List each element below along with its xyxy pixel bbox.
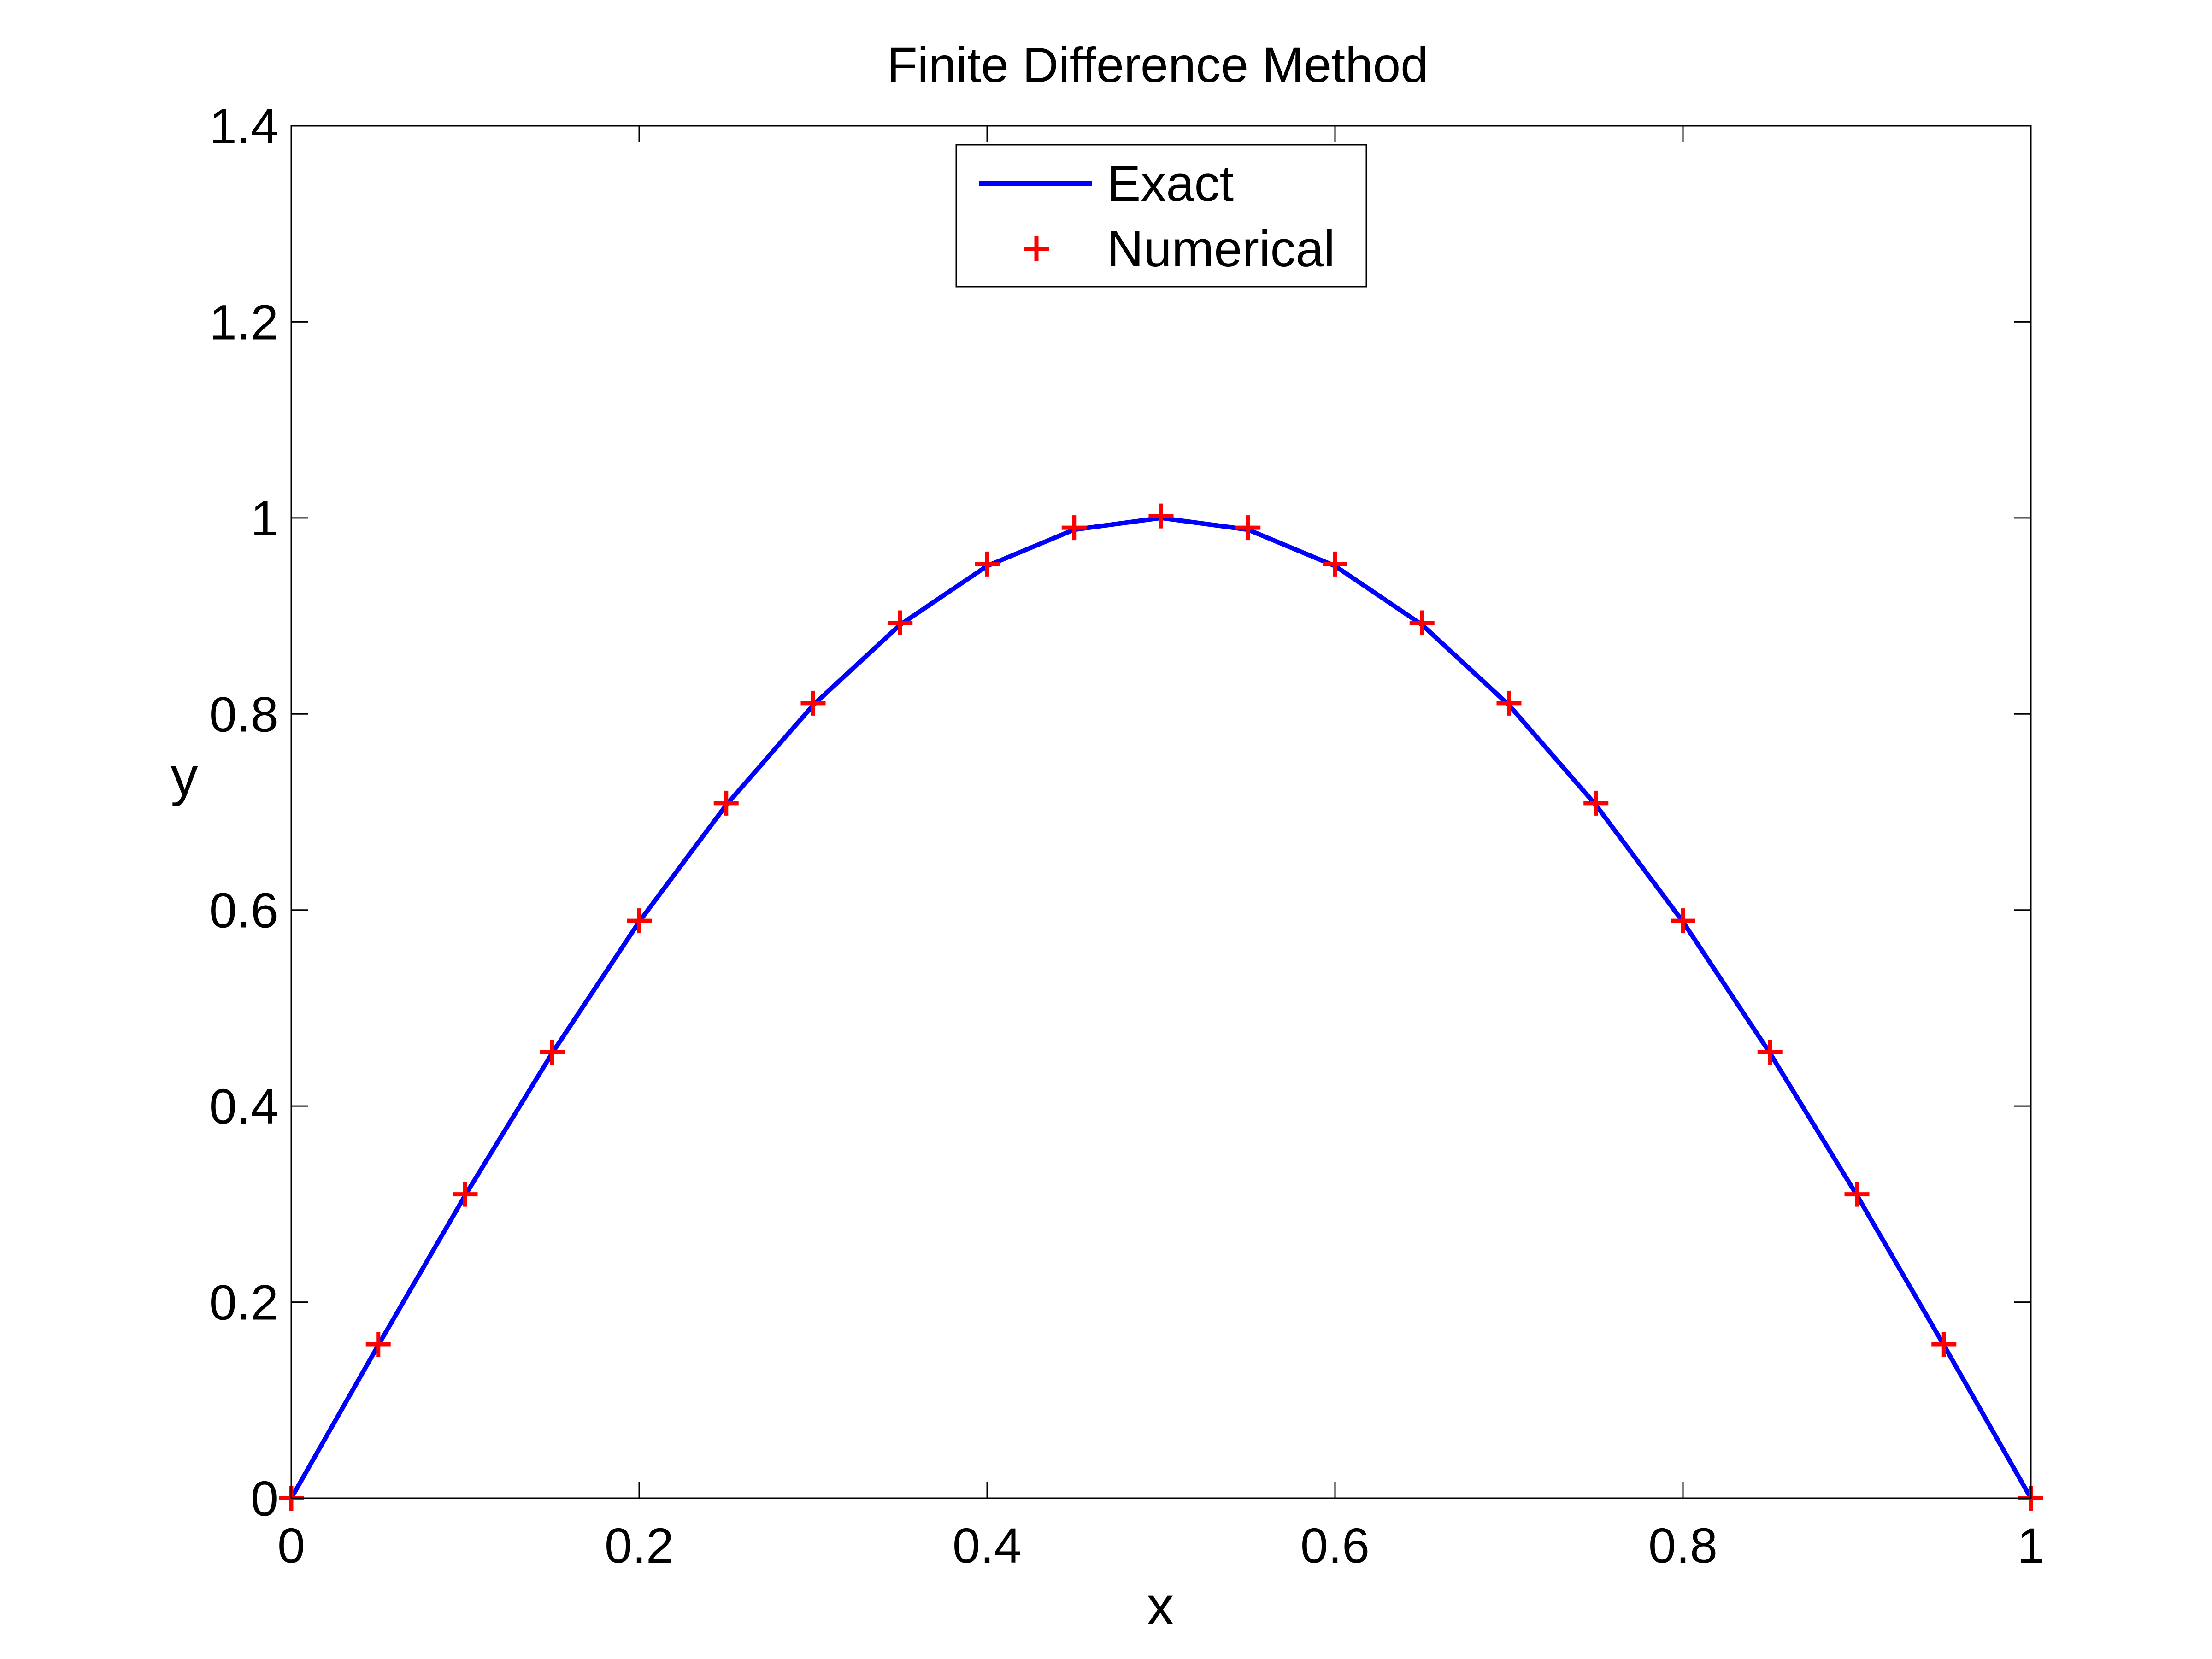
tick-labels: 0 0.2 0.4 0.6 0.8 1 0 0.2 0.4 0.6 0.8 1 1.2 1.4 xyxy=(209,98,2045,1573)
legend-exact-label: Exact xyxy=(1107,155,1234,212)
y-tick-label: 0.6 xyxy=(209,882,278,938)
y-axis-label: y xyxy=(171,746,198,807)
numerical-point xyxy=(1583,790,1609,816)
legend-box xyxy=(955,144,1367,288)
numerical-point xyxy=(1323,551,1347,577)
numerical-point xyxy=(1235,515,1261,541)
plot-area-frame xyxy=(290,125,2032,1499)
y-tick-label: 0.4 xyxy=(209,1078,278,1134)
numerical-point xyxy=(1931,1332,1957,1357)
numerical-point xyxy=(1148,503,1174,529)
x-tick-label: 0 xyxy=(277,1518,305,1573)
numerical-point xyxy=(1757,1040,1783,1065)
y-tick-label: 0 xyxy=(251,1471,278,1526)
x-axis-label: x xyxy=(1147,1576,1174,1636)
numerical-point xyxy=(453,1182,478,1207)
numerical-point xyxy=(627,908,652,934)
numerical-point xyxy=(1409,610,1435,635)
numerical-point xyxy=(540,1040,565,1065)
plot-series xyxy=(279,503,2043,1511)
numerical-point xyxy=(713,790,739,816)
numerical-point xyxy=(800,690,826,716)
y-tick-label: 0.2 xyxy=(209,1275,278,1330)
numerical-point xyxy=(1061,515,1087,541)
y-tick-label: 1.4 xyxy=(209,98,278,154)
numerical-point xyxy=(1671,908,1695,934)
y-tick-label: 0.8 xyxy=(209,686,278,742)
y-tick-label: 1.2 xyxy=(209,294,278,350)
numerical-point xyxy=(888,610,913,635)
x-tick-label: 0.2 xyxy=(605,1518,674,1573)
legend-numerical-label: Numerical xyxy=(1107,221,1335,277)
y-tick-label: 1 xyxy=(251,490,278,546)
numerical-point xyxy=(1496,690,1522,716)
legend: Exact Numerical xyxy=(955,144,1367,288)
x-tick-label: 0.4 xyxy=(953,1518,1022,1573)
numerical-point xyxy=(1844,1182,1870,1207)
x-tick-label: 1 xyxy=(2017,1518,2045,1573)
numerical-point xyxy=(365,1332,391,1357)
chart-title: Finite Difference Method xyxy=(887,37,1429,93)
x-tick-label: 0.6 xyxy=(1300,1518,1370,1573)
legend-numerical-swatch xyxy=(1024,236,1049,261)
numerical-point xyxy=(975,551,1000,577)
x-tick-label: 0.8 xyxy=(1648,1518,1718,1573)
